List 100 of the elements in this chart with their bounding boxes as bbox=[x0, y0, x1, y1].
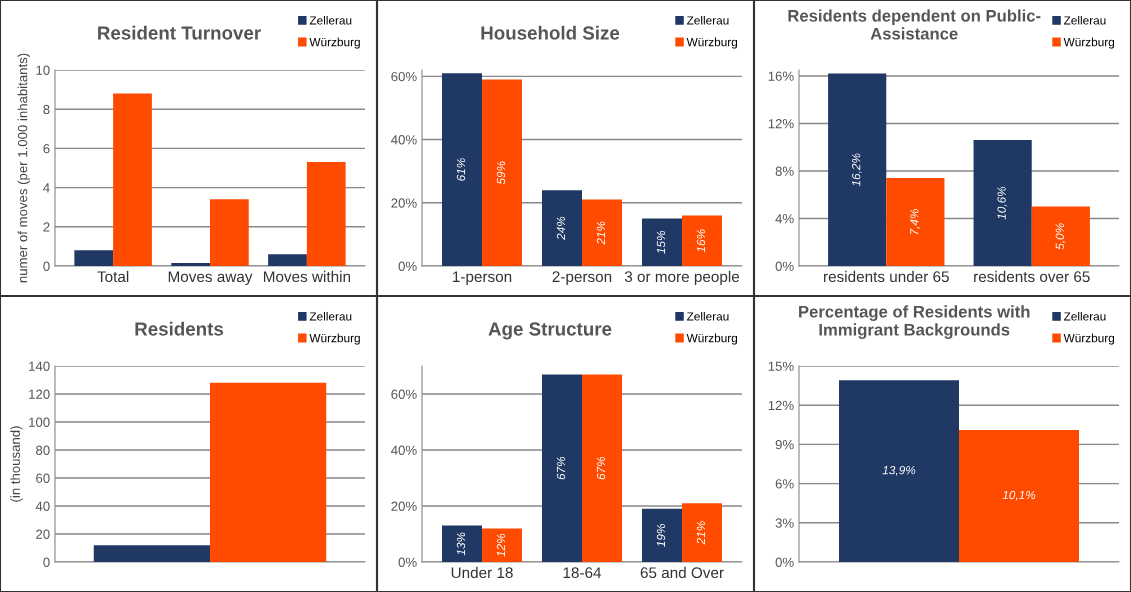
bar bbox=[482, 528, 522, 562]
x-tick-label: 1-person bbox=[453, 271, 512, 286]
y-tick-label: 60 bbox=[36, 473, 50, 483]
data-label: 12% bbox=[496, 533, 506, 557]
y-tick-label: 4 bbox=[43, 183, 50, 193]
bar bbox=[210, 199, 249, 266]
y-tick-label: 0% bbox=[398, 261, 417, 271]
data-label: 5,0% bbox=[1055, 223, 1066, 250]
chart-title: Percentage of Residents with Immigrant Backgrounds bbox=[799, 305, 1030, 339]
data-label: 24% bbox=[556, 216, 566, 240]
y-tick-label: 20% bbox=[391, 198, 417, 208]
y-tick-label: 100 bbox=[29, 417, 50, 427]
chart-title: Resident Turnover bbox=[98, 25, 261, 40]
x-tick-label: Under 18 bbox=[451, 566, 513, 579]
y-tick-label: 4% bbox=[775, 214, 794, 224]
bar bbox=[582, 199, 622, 266]
legend-label: Zellerau bbox=[1063, 311, 1106, 321]
bar bbox=[642, 508, 682, 562]
y-tick-label: 40 bbox=[35, 501, 50, 511]
y-tick-label: 12% bbox=[768, 400, 794, 411]
data-label: 16,2% bbox=[851, 153, 862, 187]
y-tick-label: 6 bbox=[43, 143, 50, 154]
y-tick-label: 40% bbox=[391, 445, 417, 455]
y-tick-label: 6% bbox=[775, 479, 794, 489]
x-tick-label: 65 and Over bbox=[640, 566, 724, 579]
legend-label: Zellerau bbox=[309, 15, 352, 25]
bar bbox=[482, 79, 522, 266]
legend-label: Würzburg bbox=[1063, 333, 1115, 345]
bar bbox=[171, 263, 210, 266]
legend-label: Würzburg bbox=[1063, 37, 1115, 49]
x-tick-label: 18-64 bbox=[563, 567, 602, 579]
data-label: 16% bbox=[696, 229, 706, 253]
bar bbox=[582, 374, 622, 562]
data-label: 59% bbox=[496, 161, 506, 185]
data-label: 10,1% bbox=[1002, 490, 1036, 501]
bar bbox=[542, 190, 582, 266]
y-tick-label: 0 bbox=[43, 261, 50, 271]
legend-label: Würzburg bbox=[686, 333, 738, 345]
legend-label: Zellerau bbox=[686, 15, 729, 25]
y-tick-label: 80 bbox=[36, 445, 50, 455]
data-label: 67% bbox=[556, 456, 566, 480]
legend-label: Würzburg bbox=[309, 333, 360, 345]
y-axis-title: numer of moves (per 1.000 inhabitants) bbox=[17, 53, 30, 283]
data-label: 21% bbox=[696, 521, 706, 545]
bar bbox=[682, 215, 722, 266]
chart-title: Age Structure bbox=[488, 322, 612, 340]
y-tick-label: 20% bbox=[391, 501, 417, 511]
chart-title: Household Size bbox=[481, 25, 620, 40]
bar bbox=[973, 140, 1032, 266]
y-tick-label: 15% bbox=[768, 361, 794, 371]
x-tick-label: Moves away bbox=[168, 271, 253, 286]
data-label: 15% bbox=[656, 230, 666, 254]
bar bbox=[442, 525, 482, 562]
x-tick-label: 2-person bbox=[552, 271, 612, 286]
bar bbox=[306, 162, 346, 266]
bar bbox=[642, 218, 682, 266]
data-label: 13,9% bbox=[882, 466, 916, 476]
x-tick-label: residents over 65 bbox=[974, 270, 1090, 283]
y-axis-title: (in thousand) bbox=[10, 426, 23, 502]
bar bbox=[268, 254, 307, 266]
data-label: 61% bbox=[456, 158, 466, 181]
y-tick-label: 60% bbox=[391, 71, 417, 82]
y-tick-label: 120 bbox=[29, 389, 50, 399]
y-tick-label: 0 bbox=[43, 557, 50, 567]
data-label: 7,4% bbox=[910, 209, 920, 235]
x-tick-label: 3 or more people bbox=[624, 270, 740, 286]
y-tick-label: 8 bbox=[43, 104, 50, 115]
bar bbox=[828, 73, 887, 266]
bar bbox=[113, 93, 152, 266]
data-label: 10,6% bbox=[997, 186, 1008, 220]
y-tick-label: 0% bbox=[775, 261, 794, 271]
y-tick-label: 40% bbox=[391, 135, 417, 145]
chart-title: Residents bbox=[135, 321, 224, 336]
legend-label: Zellerau bbox=[309, 311, 352, 321]
y-tick-label: 20 bbox=[36, 529, 50, 539]
bar bbox=[682, 503, 722, 562]
y-tick-label: 10 bbox=[36, 65, 50, 75]
x-tick-label: Total bbox=[97, 270, 129, 283]
y-tick-label: 60% bbox=[391, 389, 417, 399]
legend-label: Würzburg bbox=[309, 37, 360, 49]
y-tick-label: 140 bbox=[29, 361, 50, 371]
data-label: 13% bbox=[456, 532, 466, 556]
legend-label: Zellerau bbox=[1063, 15, 1106, 25]
y-tick-label: 0% bbox=[398, 557, 417, 567]
bar bbox=[886, 178, 945, 266]
data-label: 21% bbox=[596, 221, 606, 245]
y-tick-label: 2 bbox=[43, 222, 50, 232]
bar bbox=[542, 374, 582, 562]
x-tick-label: Moves within bbox=[263, 270, 351, 283]
legend-label: Würzburg bbox=[686, 37, 738, 49]
legend-label: Zellerau bbox=[686, 311, 729, 321]
data-label: 67% bbox=[596, 456, 606, 480]
x-tick-label: residents under 65 bbox=[824, 270, 949, 283]
y-tick-label: 12% bbox=[768, 119, 794, 129]
data-label: 19% bbox=[656, 524, 666, 547]
bar bbox=[74, 250, 114, 266]
chart-title: Residents dependent on Public- Assistance bbox=[788, 9, 1041, 40]
bar bbox=[1031, 206, 1090, 266]
y-tick-label: 3% bbox=[775, 518, 794, 528]
y-tick-label: 0% bbox=[775, 557, 794, 567]
